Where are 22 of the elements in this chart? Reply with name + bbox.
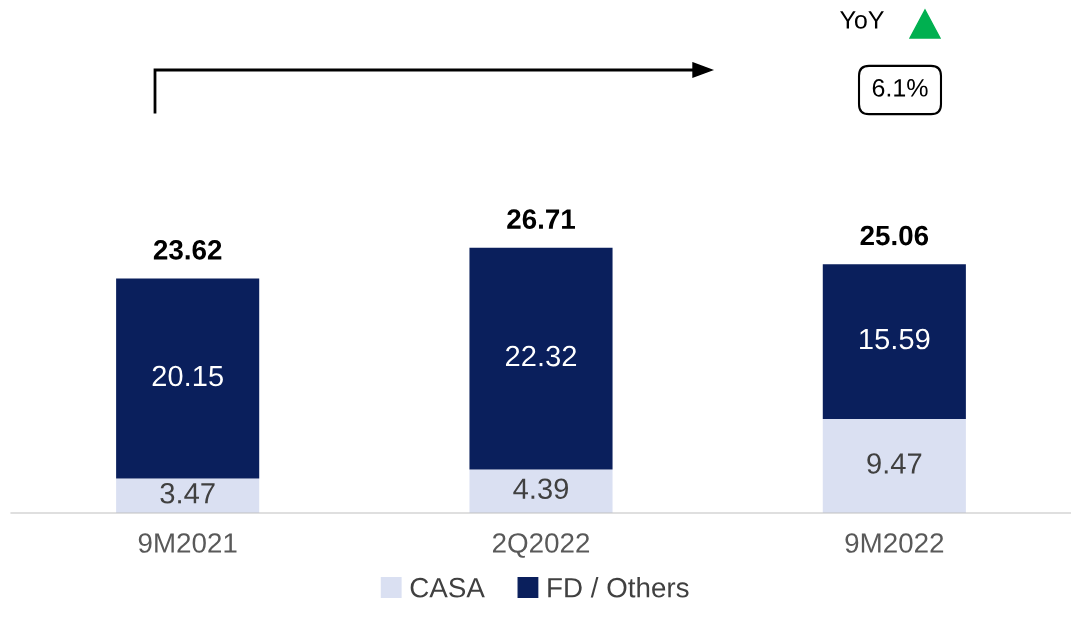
total-label: 25.06 bbox=[860, 225, 929, 246]
data-label: 3.47 bbox=[160, 482, 215, 504]
bar bbox=[469, 247, 613, 470]
x-tick-label: 9M2022 bbox=[845, 533, 944, 553]
data-label: 22.32 bbox=[505, 345, 577, 367]
text: YoY bbox=[840, 11, 884, 29]
data-label: 15.59 bbox=[860, 328, 930, 350]
x-tick-label: 9M2021 bbox=[138, 533, 237, 553]
x-tick-label: 2Q2022 bbox=[492, 533, 590, 558]
text: 6.1% bbox=[872, 79, 928, 97]
bar bbox=[469, 469, 613, 513]
bar bbox=[822, 264, 966, 419]
bar bbox=[116, 478, 260, 513]
legend-label: CASA bbox=[410, 577, 485, 598]
data-label: 4.39 bbox=[513, 478, 568, 500]
total-label: 26.71 bbox=[507, 209, 575, 229]
total-label: 23.62 bbox=[153, 240, 222, 260]
data-label: 9.47 bbox=[867, 453, 922, 474]
bar bbox=[116, 278, 260, 479]
legend-label: FD / Others bbox=[548, 577, 689, 598]
bar bbox=[822, 418, 966, 513]
data-label: 20.15 bbox=[152, 365, 223, 387]
